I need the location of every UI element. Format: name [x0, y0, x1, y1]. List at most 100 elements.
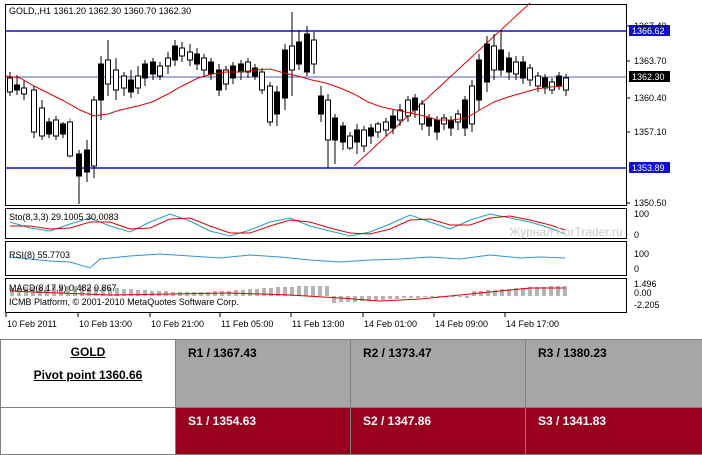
macd-bar [297, 286, 301, 296]
pivot-levels-table: GOLD Pivot point 1360.66 R1 / 1367.43 R2… [0, 339, 702, 455]
empty-cell [1, 408, 176, 455]
candle-body [536, 76, 541, 86]
price-panel-frame [6, 5, 627, 206]
macd-bar [318, 286, 322, 296]
candle-body [528, 68, 533, 80]
r2-cell: R2 / 1373.47 [351, 340, 526, 408]
time-label-6: 14 Feb 01:00 [364, 319, 417, 329]
candle-body [297, 42, 302, 64]
candle-body [550, 82, 555, 90]
rsi-level-100: 100 [634, 249, 649, 259]
candle-body [557, 76, 562, 86]
candle-body [435, 120, 440, 132]
candle-body [85, 150, 90, 172]
candle-body [543, 78, 548, 88]
macd-label: MACD(8,17,9) 0.482 0.867 [9, 283, 117, 293]
macd-bar [325, 286, 329, 296]
stoch-label: Sto(8,3,3) 29.1005 30.0083 [9, 212, 119, 222]
candle-body [47, 122, 52, 134]
candle-body [369, 128, 374, 136]
rsi-level-0: 0 [634, 264, 639, 274]
symbol-pivot-cell: GOLD Pivot point 1360.66 [1, 340, 176, 408]
macd-level-zero: 0.00 [634, 288, 652, 298]
macd-bar [486, 290, 490, 296]
candle-body [456, 114, 461, 122]
price-label-1360: 1360.40 [634, 93, 667, 103]
time-axis-ticks [6, 313, 505, 317]
s2-cell: S2 / 1347.86 [351, 408, 526, 455]
macd-bar [423, 296, 427, 297]
s2-label: S2 / 1347.86 [351, 408, 525, 428]
r1-cell: R1 / 1367.43 [176, 340, 351, 408]
time-label-2: 10 Feb 13:00 [79, 319, 132, 329]
copyright-text: ICMB Platform, © 2001-2010 MetaQuotes So… [9, 297, 239, 307]
chart-header: GOLD,,H1 1361.20 1362.30 1360.70 1362.30 [9, 6, 191, 16]
s1-label: S1 / 1354.63 [176, 408, 350, 428]
candle-body [173, 46, 178, 60]
candle-body [333, 118, 338, 140]
symbol-name: GOLD [1, 345, 175, 359]
candle-body [8, 78, 13, 92]
macd-bar [402, 296, 406, 298]
time-label-1: 10 Feb 2011 [7, 319, 57, 329]
candle-body [22, 88, 27, 94]
rsi-panel-frame [6, 242, 627, 276]
time-label-3: 10 Feb 21:00 [151, 319, 204, 329]
s3-cell: S3 / 1341.83 [526, 408, 702, 455]
candle-body [514, 62, 519, 74]
candle-body [427, 118, 432, 126]
candle-body [129, 80, 134, 92]
macd-bar [416, 296, 420, 298]
s1-cell: S1 / 1354.63 [176, 408, 351, 455]
stoch-level-0: 0 [634, 230, 639, 240]
macd-bar [409, 296, 413, 298]
candle-body [32, 90, 37, 132]
candle-body [166, 58, 171, 66]
r3-cell: R3 / 1380.23 [526, 340, 702, 408]
current-price-label: 1362.30 [632, 72, 665, 82]
candle-body [180, 48, 185, 56]
candle-body [99, 64, 104, 100]
mt4-chart-window[interactable]: GOLD,,H1 1361.20 1362.30 1360.70 1362.30… [0, 0, 702, 339]
candle-body [485, 44, 490, 82]
candle-body [202, 58, 207, 70]
candle-body [15, 85, 20, 90]
r3-label: R3 / 1380.23 [526, 340, 702, 360]
candle-body [143, 64, 148, 78]
candle-body [449, 120, 454, 128]
candle-body [564, 78, 569, 90]
macd-bar [164, 291, 168, 296]
time-label-7: 14 Feb 09:00 [435, 319, 488, 329]
candle-body [151, 62, 156, 74]
candle-body [195, 54, 200, 64]
candle-body [61, 124, 66, 134]
candle-body [122, 76, 127, 88]
candle-body [420, 104, 425, 124]
candle-body [341, 126, 346, 142]
pivot-point-value: Pivot point 1360.66 [1, 368, 175, 382]
candle-body [362, 130, 367, 146]
resistance-price-label: 1366.62 [632, 26, 665, 36]
candle-body [305, 34, 310, 72]
macd-bar [465, 296, 469, 298]
r2-label: R2 / 1373.47 [351, 340, 525, 360]
rsi-label: RSI(8) 55.7703 [9, 250, 70, 260]
candle-body [477, 60, 482, 100]
macd-bar [248, 289, 252, 296]
candle-body [319, 96, 324, 114]
macd-bar [332, 296, 336, 303]
candle-body [40, 108, 45, 136]
candle-body [209, 62, 214, 74]
macd-level-bottom: -2.205 [634, 300, 660, 310]
candle-body [470, 86, 475, 124]
stoch-level-100: 100 [634, 209, 649, 219]
candle-body [521, 62, 526, 78]
candle-body [463, 100, 468, 128]
candle-body [312, 40, 317, 64]
candle-body [384, 122, 389, 130]
macd-bar [458, 296, 462, 297]
s3-label: S3 / 1341.83 [526, 408, 702, 428]
candle-body [188, 52, 193, 60]
candle-body [413, 98, 418, 110]
candle-body [68, 122, 73, 156]
